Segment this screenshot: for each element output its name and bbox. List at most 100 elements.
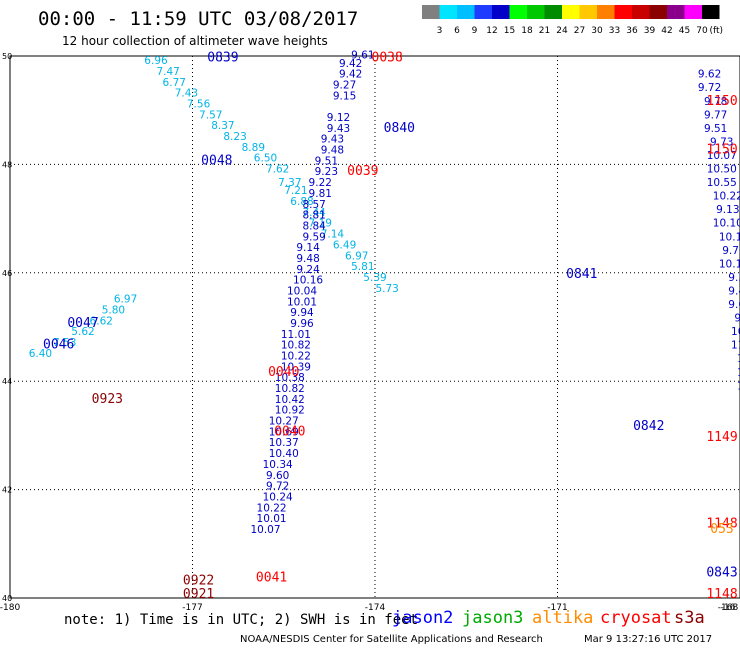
pass-time-label: 0039 [347, 164, 378, 179]
color-scale-legend: 3 6 9 12 15 18 21 24 27 30 33 36 39 42 45 70 (ft) [422, 5, 723, 36]
wave-height-point: 9.58 [728, 272, 740, 284]
wave-height-point: 10.24 [263, 491, 293, 503]
wave-height-point: 10.92 [275, 405, 305, 417]
wave-height-point: 9.48 [321, 145, 344, 157]
x-tick-label: -180 [0, 603, 20, 612]
colorbar-swatch [492, 5, 510, 19]
wave-height-point: 10.62 [731, 326, 740, 338]
pass-time-label: 0921 [183, 587, 214, 602]
colorbar-tick-label: 24 [556, 26, 568, 36]
wave-height-point: 10.34 [263, 459, 293, 471]
satellite-legend-jason3: jason3 [462, 608, 524, 628]
colorbar-swatch [702, 5, 720, 19]
satellite-legend-altika: altika [532, 608, 594, 628]
colorbar-tick-label: 70 [696, 26, 708, 36]
wave-height-point: 10.07 [250, 524, 280, 536]
colorbar-tick-label: 36 [626, 26, 638, 36]
wave-height-point: 10.40 [269, 448, 299, 460]
colorbar-swatch [457, 5, 475, 19]
y-tick-label: 48 [2, 160, 12, 169]
pass-time-label: 1148 [706, 517, 737, 532]
colorbar-swatch [544, 5, 562, 19]
colorbar-tick-label: 15 [504, 26, 515, 36]
wave-height-point: 9.48 [728, 285, 740, 297]
satellite-legend-jason2: jason2 [392, 608, 454, 628]
colorbar-swatch [632, 5, 650, 19]
pass-time-label: 0047 [67, 316, 98, 331]
wave-height-point: 10.01 [257, 513, 287, 525]
pass-time-label: 0038 [372, 50, 403, 65]
wave-height-point: 9.81 [309, 188, 332, 200]
wave-height-point: 10.22 [713, 191, 740, 203]
wave-height-point: 10.69 [269, 426, 299, 438]
chart-title: 00:00 - 11:59 UTC 03/08/2017 [38, 8, 359, 30]
wave-height-point: 9.14 [296, 242, 320, 254]
wave-height-point: 10.04 [287, 285, 317, 297]
wave-height-point: 10.22 [281, 351, 311, 363]
wave-height-point: 9.12 [327, 112, 350, 124]
colorbar-tick-label: 39 [644, 26, 656, 36]
wave-height-point: 9.72 [266, 481, 289, 493]
pass-time-label: 0842 [633, 419, 664, 434]
x-tick-label: -171 [547, 603, 567, 612]
y-tick-label: 40 [2, 594, 12, 603]
wave-height-point: 10.82 [281, 340, 311, 352]
pass-time-label: 0923 [92, 392, 123, 407]
wave-height-point: 9.94 [290, 307, 314, 319]
pass-time-label: 1148 [706, 587, 737, 602]
x-tick-label: -174 [365, 603, 386, 612]
wave-height-point: 8.89 [242, 142, 265, 154]
wave-height-point: 9.73 [710, 136, 733, 148]
colorbar-swatch [579, 5, 597, 19]
credit-line: NOAA/NESDIS Center for Satellite Applica… [240, 634, 543, 645]
wave-height-point: 7.37 [278, 177, 301, 189]
wave-height-point: 5.39 [363, 272, 386, 284]
wave-height-point: 10.82 [275, 383, 305, 395]
colorbar-swatch [649, 5, 667, 19]
colorbar-swatch [667, 5, 685, 19]
colorbar-tick-label: 30 [591, 26, 603, 36]
wave-height-point: 10.38 [275, 372, 305, 384]
pass-time-label: 1150 [706, 94, 737, 109]
pass-time-label: 0922 [183, 573, 214, 588]
colorbar-swatch [422, 5, 440, 19]
wave-height-point: 6.97 [114, 294, 137, 306]
wave-height-point: 9.43 [321, 134, 344, 146]
colorbar-tick-label: 9 [472, 26, 478, 36]
wave-height-point: 9.02 [728, 299, 740, 311]
pass-time-label: 0046 [43, 338, 74, 353]
colorbar-tick-label: 33 [609, 26, 620, 36]
wave-height-point: 10.61 [737, 367, 740, 379]
pass-time-label: 0040 [274, 424, 305, 439]
wave-height-point: 10.22 [257, 502, 287, 514]
wave-height-point: 6.77 [163, 77, 186, 89]
wave-height-point: 11.01 [281, 329, 311, 341]
wave-height-point: 9.78 [704, 96, 727, 108]
y-tick-label: 44 [2, 377, 12, 386]
x-tick-label: -168 [718, 603, 739, 612]
wave-height-point: 9.22 [309, 177, 332, 189]
colorbar-tick-label: 27 [574, 26, 585, 36]
wave-height-point: 9.51 [704, 123, 727, 135]
wave-height-point: 9.23 [315, 166, 338, 178]
wave-height-point: 8.84 [302, 220, 326, 232]
wave-height-point: 10.81 [737, 380, 740, 392]
colorbar-tick-label: 6 [454, 26, 460, 36]
wave-height-point: 11.47 [731, 340, 740, 352]
y-tick-label: 50 [2, 52, 12, 61]
pass-time-label: 0040 [268, 365, 299, 380]
x-tick-label: -177 [182, 603, 202, 612]
wave-height-point: 5.62 [71, 326, 94, 338]
wave-height-point: 7.47 [156, 66, 179, 78]
y-tick-label: 46 [2, 269, 12, 278]
x-tick-label: -16 [721, 603, 736, 612]
colorbar-tick-label: 3 [437, 26, 443, 36]
wave-height-point: 9.59 [302, 231, 325, 243]
wave-height-point: 8.57 [302, 199, 325, 211]
colorbar-tick-label: 12 [486, 26, 497, 36]
wave-height-point: 10.10 [713, 218, 740, 230]
colorbar-swatch [474, 5, 492, 19]
wave-height-point: 9.96 [290, 318, 314, 330]
wave-height-point: 10.50 [707, 164, 737, 176]
